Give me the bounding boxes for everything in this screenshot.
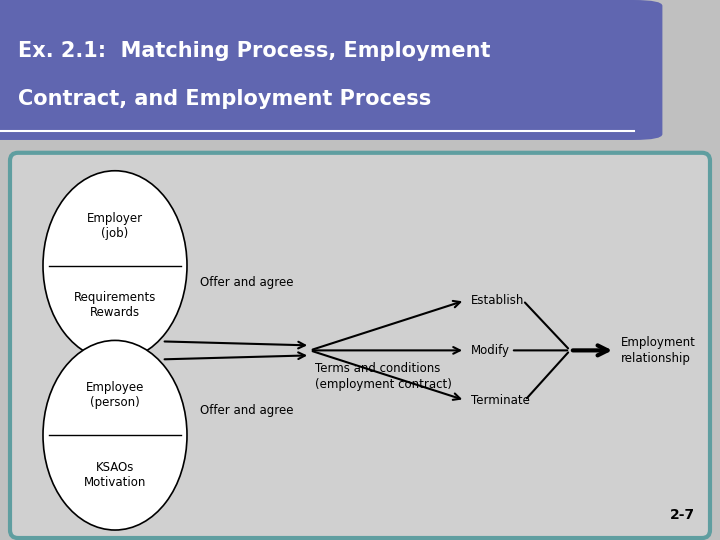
Text: Ex. 2.1:  Matching Process, Employment: Ex. 2.1: Matching Process, Employment bbox=[18, 41, 490, 61]
Text: Employment
relationship: Employment relationship bbox=[621, 336, 696, 365]
Text: Requirements
Rewards: Requirements Rewards bbox=[74, 292, 156, 319]
Text: 2-7: 2-7 bbox=[670, 508, 695, 522]
Text: Employer
(job): Employer (job) bbox=[87, 212, 143, 240]
Text: Employee
(person): Employee (person) bbox=[86, 381, 144, 409]
Text: Offer and agree: Offer and agree bbox=[200, 276, 294, 289]
Text: Offer and agree: Offer and agree bbox=[200, 404, 294, 417]
Text: Terminate: Terminate bbox=[471, 394, 530, 407]
Ellipse shape bbox=[43, 171, 187, 360]
Ellipse shape bbox=[43, 340, 187, 530]
FancyBboxPatch shape bbox=[10, 153, 710, 538]
Text: KSAOs
Motivation: KSAOs Motivation bbox=[84, 461, 146, 489]
Text: Contract, and Employment Process: Contract, and Employment Process bbox=[18, 89, 431, 109]
Text: Terms and conditions
(employment contract): Terms and conditions (employment contrac… bbox=[315, 362, 452, 392]
Text: Modify: Modify bbox=[471, 344, 510, 357]
Text: Establish: Establish bbox=[471, 294, 524, 307]
FancyBboxPatch shape bbox=[0, 0, 662, 140]
